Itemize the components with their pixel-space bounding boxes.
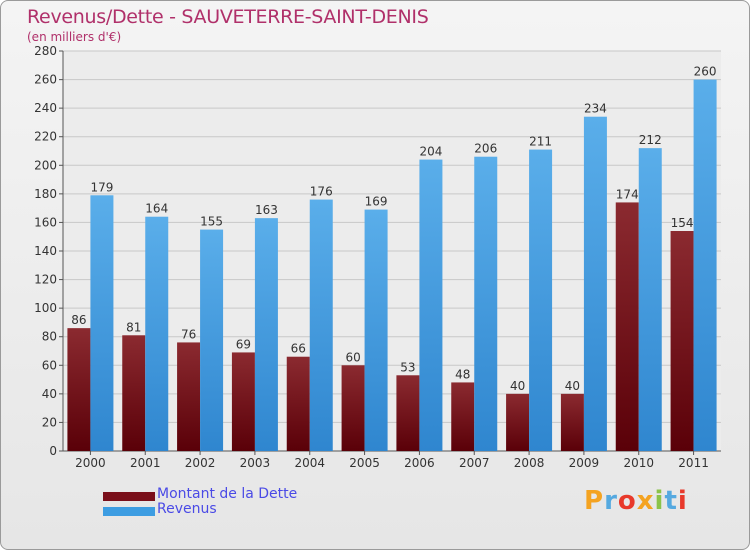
x-tick-label: 2002 [185, 456, 216, 470]
bar-revenus [145, 216, 169, 451]
bar-revenus [583, 116, 607, 451]
bar-dette [177, 342, 201, 451]
data-label-dette: 81 [126, 320, 141, 334]
data-label-dette: 60 [345, 350, 360, 364]
data-label-dette: 154 [671, 216, 694, 230]
y-tick-label: 140 [34, 244, 57, 258]
bar-dette [560, 393, 584, 451]
x-tick-label: 2006 [404, 456, 435, 470]
y-tick-label: 160 [34, 215, 57, 229]
bar-dette [286, 356, 310, 451]
bar-dette [615, 202, 639, 451]
legend-label-dette: Montant de la Dette [157, 486, 298, 502]
y-tick-label: 120 [34, 273, 57, 287]
data-label-revenus: 179 [90, 180, 113, 194]
bar-dette [122, 335, 146, 451]
data-label-revenus: 176 [310, 185, 333, 199]
y-tick-label: 240 [34, 101, 57, 115]
y-tick-label: 220 [34, 130, 57, 144]
data-label-dette: 40 [510, 379, 525, 393]
chart-subtitle: (en milliers d'€) [27, 30, 122, 44]
data-label-revenus: 212 [639, 133, 662, 147]
data-label-revenus: 164 [145, 202, 168, 216]
x-tick-label: 2009 [569, 456, 600, 470]
data-label-dette: 76 [181, 327, 196, 341]
x-tick-label: 2005 [349, 456, 380, 470]
y-tick-label: 20 [42, 415, 57, 429]
bar-revenus [254, 218, 278, 451]
bar-dette [341, 365, 365, 451]
data-label-dette: 66 [291, 342, 306, 356]
bar-revenus [309, 199, 333, 451]
data-label-dette: 40 [565, 379, 580, 393]
y-tick-label: 180 [34, 187, 57, 201]
x-tick-label: 2007 [459, 456, 490, 470]
data-label-dette: 86 [71, 313, 86, 327]
data-label-dette: 48 [455, 367, 470, 381]
legend-swatch-revenus [103, 507, 155, 516]
bar-revenus [474, 156, 498, 451]
x-tick-label: 2010 [623, 456, 654, 470]
y-tick-label: 80 [42, 330, 57, 344]
x-tick-label: 2008 [514, 456, 545, 470]
bar-revenus [200, 229, 224, 451]
legend-swatch-dette [103, 492, 155, 501]
bar-revenus [529, 149, 553, 452]
data-label-revenus: 155 [200, 215, 223, 229]
data-label-dette: 69 [236, 337, 251, 351]
data-label-revenus: 163 [255, 203, 278, 217]
bar-revenus [364, 209, 388, 451]
legend-label-revenus: Revenus [157, 501, 217, 517]
y-tick-label: 40 [42, 387, 57, 401]
y-tick-label: 260 [34, 73, 57, 87]
y-tick-label: 0 [49, 444, 57, 458]
bar-dette [506, 393, 530, 451]
y-tick-label: 200 [34, 158, 57, 172]
bar-revenus [638, 148, 662, 451]
y-tick-label: 100 [34, 301, 57, 315]
x-tick-label: 2003 [240, 456, 271, 470]
bar-dette [67, 328, 91, 451]
bar-revenus [90, 195, 114, 451]
chart-title: Revenus/Dette - SAUVETERRE-SAINT-DENIS [27, 6, 429, 28]
data-label-revenus: 206 [474, 142, 497, 156]
x-tick-label: 2000 [75, 456, 106, 470]
bar-dette [670, 231, 694, 451]
x-tick-label: 2011 [678, 456, 709, 470]
proxiti-logo: Proxiti [584, 486, 688, 516]
data-label-dette: 53 [400, 360, 415, 374]
data-label-dette: 174 [616, 187, 639, 201]
bar-revenus [693, 79, 717, 452]
y-tick-label: 60 [42, 358, 57, 372]
data-label-revenus: 211 [529, 135, 552, 149]
bar-revenus [419, 159, 443, 452]
bar-dette [396, 375, 420, 451]
data-label-revenus: 234 [584, 102, 607, 116]
y-tick-label: 280 [34, 44, 57, 58]
x-tick-label: 2004 [294, 456, 325, 470]
bar-dette [451, 382, 475, 451]
bar-dette [231, 352, 255, 451]
data-label-revenus: 169 [365, 195, 388, 209]
data-label-revenus: 260 [694, 65, 717, 79]
data-label-revenus: 204 [419, 145, 442, 159]
x-tick-label: 2001 [130, 456, 161, 470]
